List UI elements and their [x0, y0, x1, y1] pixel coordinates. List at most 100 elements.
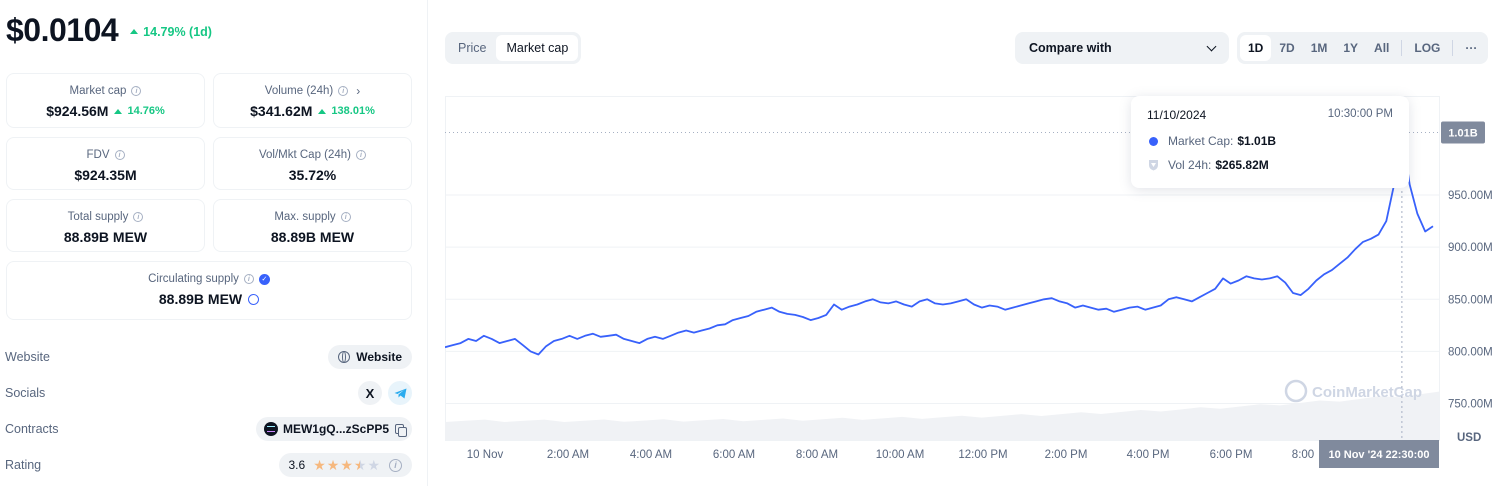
supply-ring-icon	[248, 293, 260, 305]
tooltip-mc-value: $1.01B	[1237, 134, 1277, 148]
log-toggle[interactable]: LOG	[1414, 41, 1441, 55]
y-tick-label: 950.00M	[1448, 190, 1493, 202]
website-button-text: Website	[356, 350, 402, 364]
price-value: $0.0104	[6, 12, 119, 48]
price-row: $0.0104 14.79% (1d)	[6, 12, 212, 49]
volume-change: 138.01%	[331, 105, 375, 117]
range-7d[interactable]: 7D	[1279, 41, 1295, 55]
y-tick-label: 900.00M	[1448, 242, 1493, 254]
star-icon: ★	[340, 456, 353, 473]
max-supply-label: Max. supply	[274, 211, 336, 223]
info-icon[interactable]: i	[133, 212, 144, 222]
market-cap-chart[interactable]: 750.00M 800.00M 850.00M 900.00M 950.00M CoinM…	[445, 96, 1501, 474]
x-twitter-icon[interactable]: X	[358, 381, 382, 405]
market-cap-label: Market cap	[69, 85, 127, 97]
market-cap-line	[445, 131, 1434, 356]
vol-mkt-label: Vol/Mkt Cap (24h)	[258, 149, 352, 161]
x-tick-label: 8:00	[1292, 449, 1314, 461]
rating-value: 3.6	[288, 458, 306, 472]
socials-row: Socials X	[5, 381, 412, 405]
price-change-text: 14.79% (1d)	[143, 24, 212, 39]
rating-pill[interactable]: 3.6 ★ ★ ★ ★ ★ i	[278, 453, 412, 477]
market-cap-value: $924.56M	[46, 103, 109, 119]
time-range-selector: 1D 7D 1M 1Y All LOG ···	[1237, 32, 1489, 64]
vol-mkt-card: Vol/Mkt Cap (24h) i 35.72%	[213, 137, 412, 190]
market-cap-dot-icon	[1149, 136, 1158, 146]
y-tick-label: 800.00M	[1448, 346, 1493, 358]
y-tick-label: 750.00M	[1448, 399, 1493, 411]
contracts-label: Contracts	[5, 422, 59, 436]
info-icon[interactable]: i	[114, 150, 125, 160]
market-cap-change: 14.76%	[127, 105, 165, 117]
socials-label: Socials	[5, 386, 46, 400]
star-icon: ★	[367, 456, 380, 473]
current-value-badge	[1441, 121, 1485, 144]
y-axis-unit: USD	[1457, 432, 1481, 444]
website-label: Website	[5, 350, 50, 364]
current-value-label: 1.01B	[1448, 127, 1477, 139]
chevron-right-icon[interactable]: ›	[356, 84, 361, 98]
coin-stats-panel: $0.0104 14.79% (1d) Market cap i $924.56M…	[0, 0, 428, 486]
fdv-value: $924.35M	[74, 167, 137, 183]
arrow-up-icon	[114, 108, 123, 114]
x-tick-label: 6:00 AM	[713, 449, 755, 461]
market-cap-card: Market cap i $924.56M 14.76%	[6, 73, 205, 128]
copy-icon[interactable]	[395, 424, 407, 437]
contract-button[interactable]: MEW1gQ...zScPP5	[255, 417, 412, 441]
x-tick-label: 12:00 PM	[958, 449, 1007, 461]
chart-tooltip: 11/10/2024 10:30:00 PM Market Cap: $1.01…	[1131, 96, 1409, 188]
compare-with-dropdown[interactable]: Compare with	[1015, 32, 1229, 64]
coinmarketcap-logo-icon	[1284, 379, 1308, 403]
solana-icon	[263, 422, 278, 436]
watermark-text: CoinMarketCap	[1312, 384, 1422, 401]
chart-panel: Price Market cap Compare with 1D 7D 1M 1…	[429, 0, 1503, 486]
arrow-up-icon	[318, 108, 327, 114]
tooltip-vol-label: Vol 24h:	[1168, 158, 1212, 172]
chart-type-tabs: Price Market cap	[445, 32, 582, 64]
volume-card[interactable]: Volume (24h) i › $341.62M 138.01%	[213, 73, 412, 128]
info-icon[interactable]: i	[389, 458, 402, 472]
total-supply-value: 88.89B MEW	[63, 229, 148, 245]
compare-with-label: Compare with	[1029, 41, 1112, 55]
range-1y[interactable]: 1Y	[1343, 41, 1359, 55]
x-tick-label: 10 Nov	[467, 449, 504, 461]
x-tick-label: 8:00 AM	[796, 449, 838, 461]
contracts-row: Contracts MEW1gQ...zScPP5	[5, 417, 412, 441]
rating-stars: ★ ★ ★ ★ ★	[313, 457, 381, 474]
range-1d[interactable]: 1D	[1240, 35, 1272, 61]
divider	[1452, 40, 1454, 56]
total-supply-card: Total supply i 88.89B MEW	[6, 199, 205, 252]
tab-market-cap[interactable]: Market cap	[496, 35, 579, 61]
info-icon[interactable]: i	[356, 150, 367, 160]
globe-icon	[338, 351, 351, 363]
max-supply-card: Max. supply i 88.89B MEW	[213, 199, 412, 252]
fdv-label: FDV	[86, 149, 110, 161]
range-all[interactable]: All	[1374, 41, 1390, 55]
volume-shield-icon	[1149, 160, 1158, 171]
circ-supply-card: Circulating supply i ✓ 88.89B MEW	[6, 261, 412, 320]
tooltip-date: 11/10/2024	[1147, 108, 1207, 122]
plot-frame	[445, 96, 1440, 441]
volume-value: $341.62M	[250, 103, 313, 119]
price-change: 14.79% (1d)	[130, 25, 212, 39]
star-icon: ★	[313, 456, 326, 473]
verified-icon: ✓	[258, 273, 270, 285]
star-icon: ★	[353, 456, 367, 473]
telegram-icon[interactable]	[388, 381, 412, 405]
circ-supply-label: Circulating supply	[148, 273, 239, 285]
info-icon[interactable]: i	[243, 274, 254, 284]
x-tick-label: 2:00 AM	[547, 449, 589, 461]
fdv-card: FDV i $924.35M	[6, 137, 205, 190]
info-icon[interactable]: i	[340, 212, 351, 222]
more-options-icon[interactable]: ···	[1465, 41, 1478, 55]
range-1m[interactable]: 1M	[1310, 41, 1328, 55]
tab-price[interactable]: Price	[458, 41, 487, 55]
max-supply-value: 88.89B MEW	[270, 229, 355, 245]
info-icon[interactable]: i	[338, 86, 349, 96]
website-button[interactable]: Website	[328, 345, 412, 369]
volume-label: Volume (24h)	[264, 85, 334, 97]
telegram-glyph	[394, 388, 406, 398]
info-icon[interactable]: i	[131, 86, 142, 96]
x-tick-label: 4:00 AM	[630, 449, 672, 461]
crosshair-date-label: 10 Nov '24 22:30:00	[1328, 449, 1429, 461]
